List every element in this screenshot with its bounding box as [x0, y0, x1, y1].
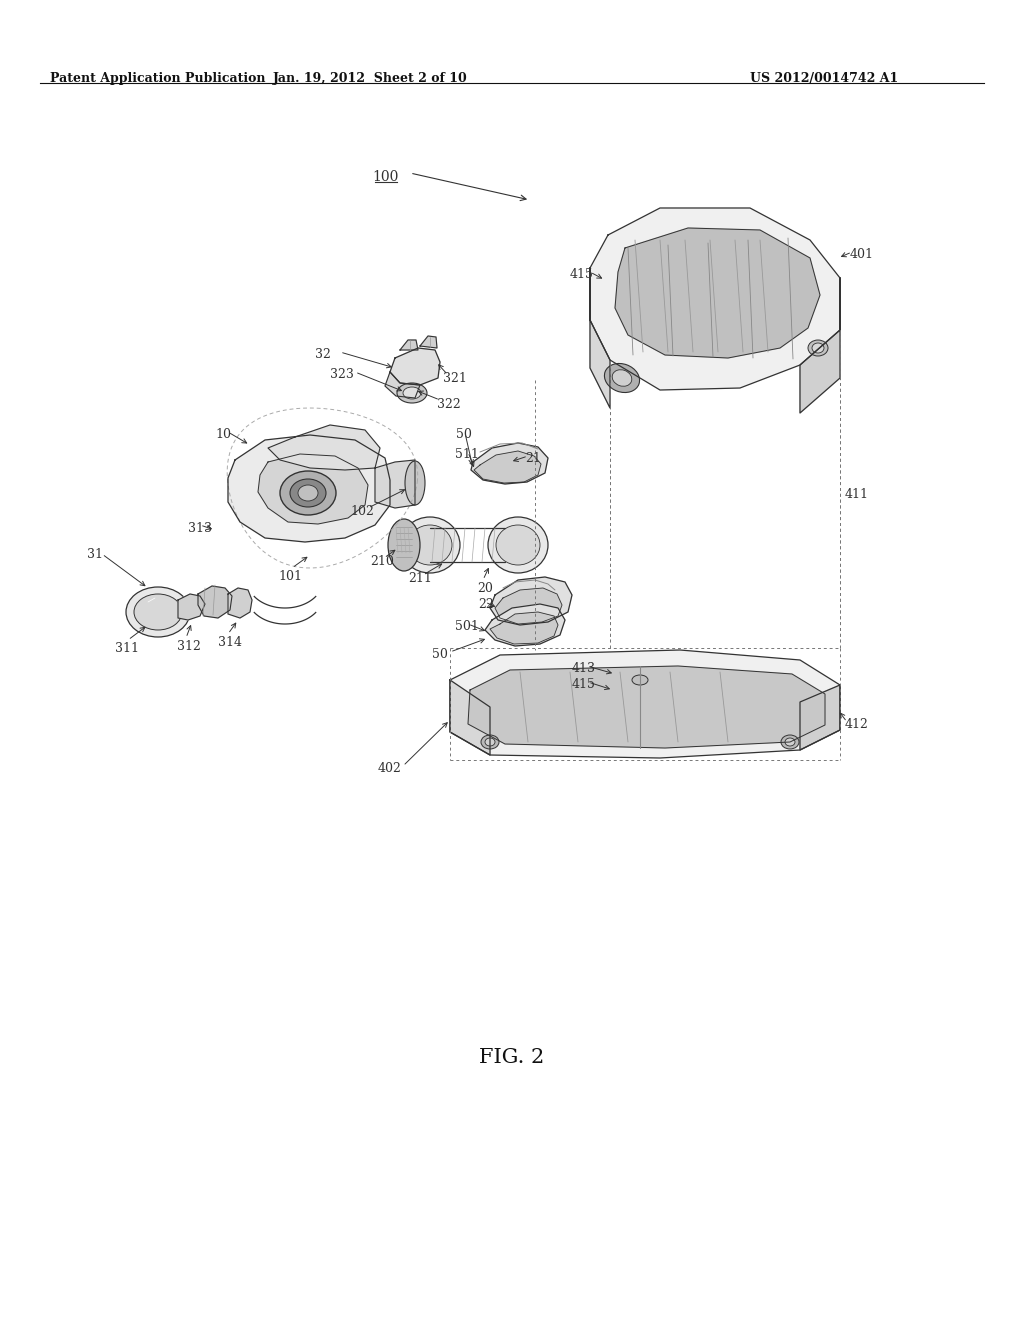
- Polygon shape: [390, 348, 440, 385]
- Text: 101: 101: [278, 570, 302, 583]
- Text: Patent Application Publication: Patent Application Publication: [50, 73, 265, 84]
- Polygon shape: [385, 372, 420, 399]
- Polygon shape: [228, 436, 390, 543]
- Polygon shape: [490, 612, 558, 644]
- Polygon shape: [485, 605, 565, 645]
- Polygon shape: [198, 586, 232, 618]
- Text: 511: 511: [455, 447, 479, 461]
- Polygon shape: [495, 587, 562, 624]
- Text: 313: 313: [188, 521, 212, 535]
- Ellipse shape: [496, 525, 540, 565]
- Text: 311: 311: [115, 642, 139, 655]
- Ellipse shape: [808, 341, 828, 356]
- Ellipse shape: [290, 479, 326, 507]
- Ellipse shape: [481, 735, 499, 748]
- Polygon shape: [178, 594, 205, 620]
- Ellipse shape: [388, 519, 420, 572]
- Text: 501: 501: [455, 620, 479, 634]
- Ellipse shape: [785, 738, 795, 746]
- Text: 210: 210: [370, 554, 394, 568]
- Polygon shape: [468, 667, 825, 748]
- Ellipse shape: [632, 675, 648, 685]
- Text: 100: 100: [372, 170, 398, 183]
- Text: 413: 413: [572, 663, 596, 675]
- Polygon shape: [474, 451, 541, 483]
- Text: 50: 50: [456, 428, 472, 441]
- Text: 10: 10: [215, 428, 231, 441]
- Polygon shape: [490, 577, 572, 624]
- Polygon shape: [450, 680, 490, 755]
- Ellipse shape: [612, 370, 632, 387]
- Ellipse shape: [604, 363, 640, 392]
- Text: 411: 411: [845, 488, 869, 502]
- Polygon shape: [471, 444, 548, 484]
- Polygon shape: [400, 341, 418, 350]
- Ellipse shape: [400, 517, 460, 573]
- Text: 21: 21: [525, 451, 541, 465]
- Polygon shape: [615, 228, 820, 358]
- Polygon shape: [450, 649, 840, 758]
- Text: 211: 211: [408, 572, 432, 585]
- Text: Jan. 19, 2012  Sheet 2 of 10: Jan. 19, 2012 Sheet 2 of 10: [272, 73, 467, 84]
- Ellipse shape: [298, 484, 318, 502]
- Ellipse shape: [403, 387, 421, 399]
- Text: 22: 22: [478, 598, 494, 611]
- Polygon shape: [800, 685, 840, 750]
- Text: 415: 415: [572, 678, 596, 690]
- Text: 401: 401: [850, 248, 874, 261]
- Text: 50: 50: [432, 648, 447, 661]
- Polygon shape: [228, 587, 252, 618]
- Ellipse shape: [781, 735, 799, 748]
- Polygon shape: [420, 337, 437, 348]
- Ellipse shape: [485, 738, 495, 746]
- Text: 323: 323: [330, 368, 354, 381]
- Text: 20: 20: [477, 582, 493, 595]
- Text: 32: 32: [315, 348, 331, 360]
- Polygon shape: [375, 459, 415, 508]
- Polygon shape: [800, 279, 840, 413]
- Ellipse shape: [126, 587, 190, 638]
- Ellipse shape: [488, 517, 548, 573]
- Text: 312: 312: [177, 640, 201, 653]
- Text: 314: 314: [218, 636, 242, 649]
- Polygon shape: [268, 425, 380, 470]
- Ellipse shape: [408, 525, 452, 565]
- Polygon shape: [258, 454, 368, 524]
- Polygon shape: [590, 268, 610, 408]
- Text: FIG. 2: FIG. 2: [479, 1048, 545, 1067]
- Ellipse shape: [406, 461, 425, 506]
- Ellipse shape: [397, 383, 427, 403]
- Ellipse shape: [812, 343, 824, 352]
- Text: 415: 415: [570, 268, 594, 281]
- Text: 402: 402: [378, 762, 401, 775]
- Text: 321: 321: [443, 372, 467, 385]
- Ellipse shape: [134, 594, 182, 630]
- Text: 322: 322: [437, 399, 461, 411]
- Polygon shape: [590, 209, 840, 389]
- Ellipse shape: [280, 471, 336, 515]
- Text: 102: 102: [350, 506, 374, 517]
- Text: 31: 31: [87, 548, 103, 561]
- Text: 412: 412: [845, 718, 869, 731]
- Text: US 2012/0014742 A1: US 2012/0014742 A1: [750, 73, 898, 84]
